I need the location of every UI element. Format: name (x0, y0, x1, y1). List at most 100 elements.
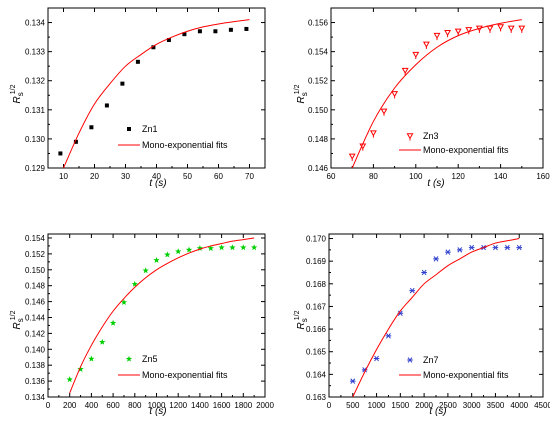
data-point (421, 269, 427, 276)
data-point (104, 103, 109, 108)
data-point (497, 24, 505, 32)
data-point (412, 51, 420, 60)
triangle-marker (518, 25, 526, 33)
y-axis-label-main: R (12, 96, 23, 103)
x-tick-label: 400 (85, 401, 99, 410)
asterisk-marker (492, 244, 499, 251)
y-axis-label: Rs1/2 (294, 84, 309, 103)
chart-panel-2: 60 80 100 120 140 160 0.146 0.148 0.150 0.152 0.15… (294, 7, 550, 189)
data-point (516, 244, 523, 251)
y-axis-label-sub: s (16, 92, 25, 96)
square-marker (182, 32, 187, 37)
y-tick-label: 0.164 (306, 370, 327, 379)
data-point (380, 108, 388, 116)
asterisk-marker (456, 247, 463, 253)
data-point (251, 244, 258, 251)
y-tick-label: 0.130 (25, 135, 46, 144)
data-point (361, 367, 368, 373)
data-point (196, 245, 204, 251)
asterisk-marker (516, 244, 523, 251)
data-point (89, 125, 94, 130)
data-point (166, 38, 171, 42)
y-tick-label: 0.146 (308, 164, 329, 173)
legend-marker (407, 357, 413, 363)
x-tick-label: 3000 (463, 401, 481, 410)
asterisk-marker (468, 244, 475, 251)
data-point (109, 319, 117, 326)
data-point (409, 287, 416, 294)
legend-label: Zn3 (423, 131, 439, 141)
x-tick-label: 10 (59, 172, 68, 181)
asterisk-marker (445, 249, 451, 255)
y-tick-label: 0.136 (25, 377, 46, 386)
x-tick-label: 1000 (148, 401, 166, 410)
data-point (468, 244, 475, 251)
square-marker (120, 81, 125, 86)
data-point (385, 333, 392, 339)
y-axis-label-sup: 1/2 (10, 84, 17, 94)
y-tick-label: 0.167 (306, 302, 327, 311)
square-marker (151, 45, 156, 50)
data-point (228, 27, 233, 32)
y-tick-label: 0.154 (25, 234, 46, 243)
y-tick-label: 0.133 (25, 48, 46, 57)
star-marker (88, 355, 95, 362)
x-tick-label: 1500 (391, 401, 409, 410)
asterisk-marker (361, 367, 368, 373)
y-axis-label: Rs1/2 (10, 84, 25, 103)
x-tick-label: 0 (327, 401, 332, 410)
x-tick-label: 4500 (534, 401, 550, 410)
square-marker (166, 38, 171, 42)
star-marker (77, 365, 84, 372)
x-axis-label: t (s) (149, 178, 166, 189)
x-tick-label: 4000 (510, 401, 528, 410)
asterisk-marker (407, 357, 413, 363)
data-point (486, 25, 494, 33)
triangle-marker (475, 25, 483, 33)
data-point (373, 355, 380, 362)
data-point (401, 67, 409, 76)
x-tick-label: 1800 (234, 401, 252, 410)
y-tick-label: 0.140 (25, 345, 46, 354)
data-point (348, 153, 356, 161)
star-marker (99, 338, 106, 345)
data-point (66, 376, 73, 383)
data-point (151, 45, 156, 50)
square-marker (127, 127, 131, 131)
asterisk-marker (373, 355, 380, 362)
data-point (369, 130, 377, 138)
data-point (77, 365, 84, 372)
star-marker (229, 244, 236, 251)
y-tick-label: 0.154 (308, 48, 329, 57)
data-point (153, 256, 160, 263)
y-axis-label: Rs1/2 (10, 310, 25, 329)
y-axis-label: Rs1/2 (294, 310, 309, 329)
data-point (507, 25, 515, 33)
y-tick-label: 0.134 (25, 19, 46, 28)
triangle-marker (412, 51, 420, 60)
data-point (391, 91, 399, 99)
star-marker (185, 246, 193, 253)
y-tick-label: 0.166 (306, 325, 327, 334)
y-axis-label-sup: 1/2 (294, 84, 301, 94)
legend-label: Mono-exponential fits (423, 370, 509, 380)
x-tick-label: 800 (128, 401, 142, 410)
star-marker (109, 319, 117, 326)
data-point (207, 245, 214, 251)
triangle-marker (507, 25, 515, 33)
legend: Zn7 Mono-exponential fits (399, 355, 509, 380)
y-axis-label-sub: s (300, 318, 309, 322)
x-axis-label: t (s) (429, 406, 446, 417)
x-tick-label: 2000 (256, 401, 274, 410)
data-point (518, 25, 526, 33)
square-marker (135, 59, 140, 64)
y-tick-label: 0.150 (308, 106, 329, 115)
star-marker (142, 267, 149, 274)
fit-line (69, 237, 255, 394)
legend-marker (406, 133, 414, 141)
y-tick-label: 0.152 (308, 77, 329, 86)
data-point (218, 244, 225, 251)
data-point (445, 249, 451, 255)
y-tick-label: 0.150 (25, 266, 46, 275)
data-point (213, 29, 218, 34)
